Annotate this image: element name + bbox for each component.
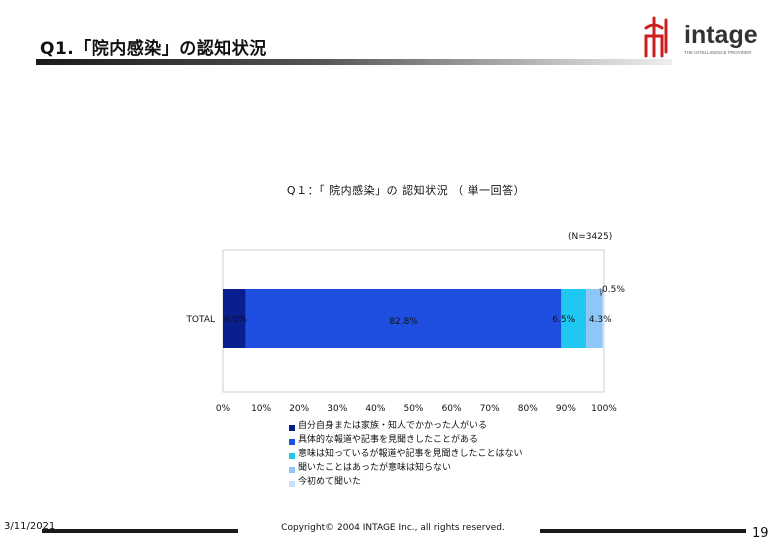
intage-brand-mark-icon [644, 16, 668, 58]
bar-segment-2 [245, 289, 562, 348]
legend-swatch-2 [289, 439, 295, 445]
x-tick-label: 40% [365, 404, 385, 414]
legend-swatch-5 [289, 481, 295, 487]
x-tick-label: 90% [556, 404, 576, 414]
bar-segment-4 [586, 289, 603, 348]
slide-title: Q1.「院内感染」の認知状況 [40, 39, 267, 59]
data-label-1: 6.0% [224, 315, 247, 325]
legend-label-3: 意味は知っているが報道や記事を見聞きしたことはない [298, 449, 523, 459]
footer-rule-right [540, 529, 746, 533]
page-number: 19 [752, 526, 769, 541]
x-tick-label: 10% [251, 404, 271, 414]
bar-segment-1 [223, 289, 246, 348]
copyright-notice: Copyright© 2004 INTAGE Inc., all rights … [281, 523, 505, 533]
bar-segment-3 [561, 289, 587, 348]
x-tick-label: 20% [289, 404, 309, 414]
data-label-3: 6.5% [552, 315, 575, 325]
footer-date: 3/11/2021 [4, 521, 56, 532]
bar-segment-5 [602, 289, 605, 348]
legend-label-5: 今初めて聞いた [298, 477, 362, 487]
legend-label-1: 自分自身または家族・知人でかかった人がいる [298, 421, 488, 431]
legend-label-2: 具体的な報道や記事を見聞きしたことがある [298, 435, 479, 445]
category-label: TOTAL [185, 315, 215, 325]
legend [289, 425, 295, 487]
x-tick-label: 0% [216, 404, 231, 414]
footer-rule-left [42, 529, 238, 533]
data-labels: 6.0% 82.8% 6.5% 4.3% 0.5% TOTAL [185, 285, 625, 327]
data-label-5: 0.5% [602, 285, 625, 295]
data-label-2: 82.8% [389, 317, 418, 327]
chart-title: Q１：「 院内感染」の 認知状況 （ 単一回答） [286, 184, 526, 197]
legend-label-4: 聞いたことはあったが意味は知らない [298, 463, 452, 473]
bar-segments [223, 289, 605, 348]
x-tick-label: 70% [480, 404, 500, 414]
x-tick-label: 30% [327, 404, 347, 414]
legend-swatch-4 [289, 467, 295, 473]
sample-size-label: (N=3425) [568, 232, 613, 242]
data-label-4: 4.3% [589, 315, 612, 325]
title-underline [36, 59, 672, 65]
x-tick-label: 60% [442, 404, 462, 414]
logo-wordmark: intage [684, 21, 758, 49]
leader-line [599, 287, 604, 297]
x-axis-ticks: 0% 10% 20% 30% 40% 50% 60% 70% 80% 90% 100% [216, 404, 617, 414]
legend-swatch-1 [289, 425, 295, 431]
x-tick-label: 80% [518, 404, 538, 414]
x-tick-label: 100% [591, 404, 617, 414]
x-tick-label: 50% [403, 404, 423, 414]
legend-swatch-3 [289, 453, 295, 459]
intage-logo: intage THE INTELLIGENCE PROVIDER [644, 16, 758, 58]
logo-tagline: THE INTELLIGENCE PROVIDER [684, 50, 752, 55]
